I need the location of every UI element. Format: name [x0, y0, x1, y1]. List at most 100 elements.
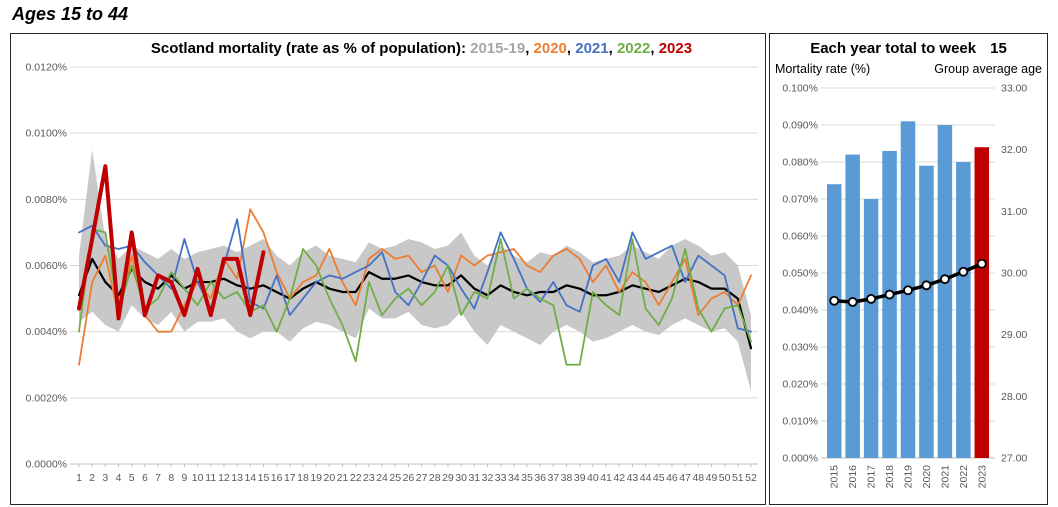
x-axis-label: 11	[205, 472, 216, 484]
x-axis-label: 8	[168, 472, 174, 484]
legend-separator: ,	[566, 40, 576, 57]
right-axis-label: 31.00	[1001, 206, 1027, 218]
band-2015-19-range	[79, 149, 751, 392]
category-label-2020: 2020	[921, 465, 933, 489]
week-number-value: 15	[990, 40, 1007, 57]
category-label-2023: 2023	[976, 465, 988, 489]
right-axis-label: 28.00	[1001, 391, 1027, 403]
x-axis-label: 41	[600, 472, 612, 484]
x-axis-label: 13	[231, 472, 243, 484]
bar-2018	[882, 150, 897, 458]
x-axis-label: 5	[129, 472, 135, 484]
legend-item-2015-19: 2015-19	[470, 40, 526, 57]
right-axis-label: 33.00	[1001, 83, 1027, 95]
x-axis-label: 46	[666, 472, 678, 484]
series-line-2021	[78, 218, 752, 333]
x-axis-label: 17	[284, 472, 296, 484]
bar-2015	[826, 184, 842, 458]
x-axis-label: 31	[468, 472, 480, 484]
x-axis-label: 12	[218, 472, 230, 484]
x-axis-label: 34	[508, 472, 520, 484]
legend-item-2023: 2023	[658, 40, 693, 57]
x-axis-label: 42	[613, 472, 625, 484]
right-axis-title: Group average age	[934, 62, 1042, 76]
avg-age-point-2018	[884, 289, 895, 300]
left-axis-label: 0.100%	[782, 83, 818, 95]
legend-separator: ,	[650, 40, 659, 57]
legend-item-2021: 2021	[575, 40, 609, 57]
x-axis-label: 44	[640, 472, 652, 484]
x-axis-label: 48	[692, 472, 704, 484]
right-axis-label: 30.00	[1001, 268, 1027, 280]
main-chart-legend: 2015-19, 2020, 2021, 2022, 2023	[470, 40, 692, 57]
avg-age-point-2022	[958, 266, 969, 277]
x-axis-label: 38	[561, 472, 573, 484]
y-axis-label: 0.0000%	[26, 459, 67, 471]
legend-separator: ,	[608, 40, 617, 57]
x-axis-label: 4	[116, 472, 122, 484]
y-axis-label: 0.0100%	[26, 128, 67, 140]
x-axis-label: 1	[76, 472, 82, 484]
avg-age-point-2015	[829, 295, 840, 306]
summary-chart-title-text: Each year total to week	[810, 40, 977, 57]
x-axis-label: 43	[627, 472, 639, 484]
x-axis-label: 37	[548, 472, 560, 484]
x-axis-label: 33	[495, 472, 507, 484]
main-chart-title: Scotland mortality (rate as % of populat…	[86, 40, 757, 57]
left-axis-label: 0.010%	[782, 416, 818, 428]
main-chart-plot: 0.0120% 0.0100% 0.0080% 0.0060% 0.0040% 0.002…	[26, 62, 758, 484]
legend-item-2022: 2022	[616, 40, 651, 57]
avg-age-point-2021	[939, 274, 950, 285]
x-axis-label: 50	[719, 472, 731, 484]
right-axis-label: 29.00	[1001, 329, 1027, 341]
left-axis-label: 0.000%	[782, 453, 818, 465]
left-axis-title: Mortality rate (%)	[775, 62, 871, 76]
avg-age-point-2020	[921, 280, 932, 291]
avg-age-point-2016	[847, 297, 858, 307]
x-axis-label: 14	[244, 472, 256, 484]
category-label-2015: 2015	[829, 465, 841, 489]
y-axis-label: 0.0080%	[26, 194, 67, 206]
left-axis-label: 0.020%	[782, 379, 818, 391]
x-axis-label: 35	[521, 472, 533, 484]
category-label-2019: 2019	[903, 465, 915, 489]
summary-chart-title: Each year total to week 15	[774, 40, 1043, 57]
x-axis-label: 7	[155, 472, 161, 484]
category-label-2022: 2022	[958, 465, 970, 489]
y-axis-label: 0.0120%	[26, 62, 67, 74]
x-axis-label: 36	[534, 472, 546, 484]
bar-2023	[974, 147, 990, 458]
legend-item-2020: 2020	[533, 40, 567, 57]
x-axis-label: 52	[745, 472, 757, 484]
summary-axis-titles: Mortality rate (%) Group average age	[775, 62, 1042, 76]
x-axis-label: 45	[653, 472, 665, 484]
main-chart-panel: Scotland mortality (rate as % of populat…	[10, 33, 766, 505]
page-title: Ages 15 to 44	[12, 4, 129, 24]
x-axis-label: 3	[102, 472, 108, 484]
category-label-2021: 2021	[939, 465, 951, 489]
x-axis-label: 15	[258, 472, 270, 484]
x-axis-label: 28	[429, 472, 441, 484]
left-axis-label: 0.070%	[782, 194, 818, 206]
y-axis-label: 0.0020%	[26, 392, 67, 404]
bar-2017	[863, 199, 879, 458]
x-axis-label: 21	[337, 472, 349, 484]
x-axis-label: 27	[416, 472, 428, 484]
x-axis-label: 29	[442, 472, 454, 484]
category-label-2017: 2017	[866, 465, 878, 489]
x-axis-label: 32	[482, 472, 494, 484]
avg-age-point-2017	[866, 293, 877, 304]
x-axis-label: 6	[142, 472, 148, 484]
x-axis-label: 18	[297, 472, 309, 484]
x-axis-label: 39	[574, 472, 586, 484]
x-axis-label: 10	[192, 472, 204, 484]
left-axis-label: 0.090%	[782, 120, 818, 132]
bar-2020	[919, 165, 934, 458]
left-axis-label: 0.060%	[782, 231, 818, 243]
x-axis-label: 47	[679, 472, 691, 484]
left-axis-label: 0.080%	[782, 157, 818, 169]
x-axis-label: 51	[732, 472, 744, 484]
x-axis-label: 20	[324, 472, 336, 484]
category-label-2018: 2018	[884, 465, 896, 489]
